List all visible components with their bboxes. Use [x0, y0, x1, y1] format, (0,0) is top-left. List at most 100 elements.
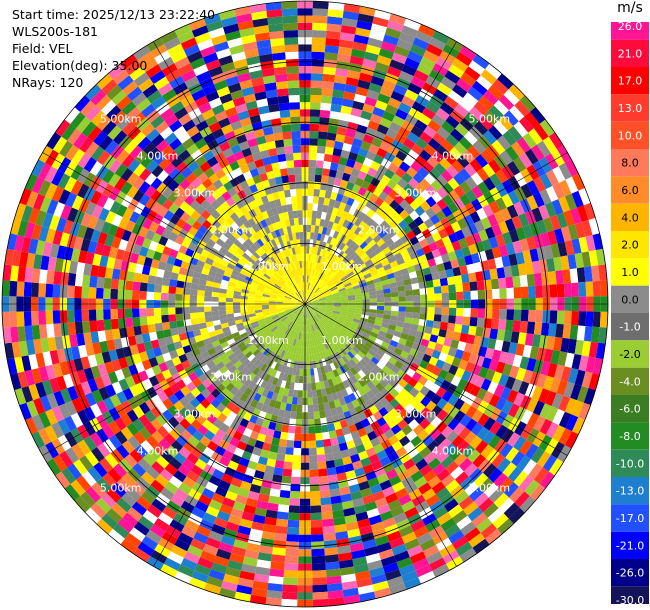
velocity-gate — [367, 360, 377, 369]
velocity-gate — [268, 103, 280, 113]
velocity-gate — [250, 254, 258, 262]
velocity-gate — [492, 308, 500, 320]
velocity-gate — [441, 425, 454, 439]
velocity-gate — [173, 470, 187, 483]
velocity-gate — [389, 199, 400, 210]
velocity-gate — [108, 63, 125, 80]
velocity-gate — [265, 597, 282, 607]
velocity-gate — [340, 298, 349, 302]
velocity-gate — [201, 332, 210, 341]
velocity-gate — [188, 226, 198, 237]
velocity-gate — [128, 232, 139, 244]
velocity-gate — [388, 356, 398, 366]
velocity-gate — [274, 262, 281, 270]
velocity-gate — [221, 16, 238, 28]
velocity-gate — [322, 286, 329, 292]
velocity-gate — [244, 369, 253, 379]
velocity-gate — [120, 181, 133, 195]
velocity-gate — [367, 430, 378, 441]
velocity-gate — [485, 528, 502, 545]
velocity-gate — [412, 312, 421, 320]
velocity-gate — [206, 183, 218, 195]
velocity-gate — [312, 324, 316, 332]
velocity-gate — [295, 368, 300, 376]
velocity-gate — [284, 273, 290, 281]
velocity-gate — [314, 314, 320, 321]
velocity-gate — [53, 390, 66, 407]
velocity-gate — [253, 128, 265, 138]
velocity-gate — [447, 418, 460, 431]
velocity-gate — [403, 215, 414, 225]
velocity-gate — [178, 482, 192, 495]
velocity-gate — [264, 242, 272, 251]
velocity-gate — [588, 217, 600, 235]
velocity-gate — [286, 226, 292, 234]
velocity-gate — [96, 150, 111, 166]
velocity-gate — [230, 477, 243, 488]
velocity-gate — [358, 480, 370, 491]
velocity-gate — [408, 271, 418, 279]
velocity-gate — [262, 296, 270, 300]
velocity-gate — [340, 252, 348, 261]
velocity-gate — [435, 210, 447, 222]
velocity-gate — [80, 100, 96, 117]
velocity-gate — [567, 254, 577, 270]
velocity-gate — [267, 367, 274, 376]
velocity-gate — [542, 454, 558, 472]
velocity-gate — [301, 325, 304, 333]
velocity-gate — [236, 173, 246, 184]
velocity-gate — [350, 279, 359, 285]
velocity-gate — [296, 361, 301, 369]
velocity-gate — [383, 288, 391, 294]
velocity-gate — [407, 447, 420, 459]
velocity-gate — [379, 378, 389, 388]
velocity-gate — [235, 532, 250, 543]
velocity-gate — [191, 323, 200, 331]
velocity-gate — [255, 135, 267, 145]
velocity-gate — [284, 264, 290, 273]
velocity-gate — [300, 310, 303, 318]
velocity-gate — [339, 112, 351, 122]
velocity-gate — [471, 409, 484, 423]
velocity-gate — [415, 564, 433, 578]
velocity-gate — [322, 316, 329, 322]
velocity-gate — [247, 107, 260, 118]
velocity-gate — [577, 386, 589, 403]
velocity-gate — [129, 211, 141, 224]
velocity-gate — [46, 270, 55, 285]
velocity-gate — [56, 245, 67, 260]
velocity-gate — [305, 304, 311, 309]
velocity-gate — [218, 542, 234, 553]
velocity-gate — [338, 217, 346, 226]
velocity-gate — [385, 468, 398, 480]
velocity-gate — [268, 322, 276, 329]
velocity-gate — [570, 383, 582, 401]
velocity-gate — [323, 66, 337, 76]
velocity-gate — [312, 591, 329, 600]
velocity-gate — [225, 197, 236, 207]
velocity-gate — [263, 225, 271, 235]
velocity-gate — [119, 269, 128, 281]
velocity-gate — [315, 167, 323, 176]
velocity-gate — [483, 110, 499, 126]
velocity-gate — [313, 367, 319, 376]
velocity-gate — [31, 368, 43, 384]
velocity-gate — [225, 401, 236, 411]
velocity-gate — [287, 389, 294, 397]
velocity-gate — [414, 194, 426, 206]
velocity-gate — [278, 438, 288, 448]
velocity-gate — [237, 525, 252, 536]
velocity-gate — [526, 412, 540, 428]
velocity-gate — [284, 307, 292, 311]
velocity-gate — [161, 321, 171, 331]
velocity-gate — [591, 265, 600, 282]
velocity-gate — [384, 523, 399, 536]
velocity-gate — [208, 569, 226, 581]
velocity-gate — [73, 383, 86, 398]
velocity-gate — [369, 368, 379, 378]
velocity-gate — [315, 432, 323, 441]
velocity-gate — [383, 224, 393, 234]
velocity-gate — [301, 347, 304, 355]
velocity-gate — [555, 323, 564, 338]
velocity-gate — [124, 140, 138, 155]
